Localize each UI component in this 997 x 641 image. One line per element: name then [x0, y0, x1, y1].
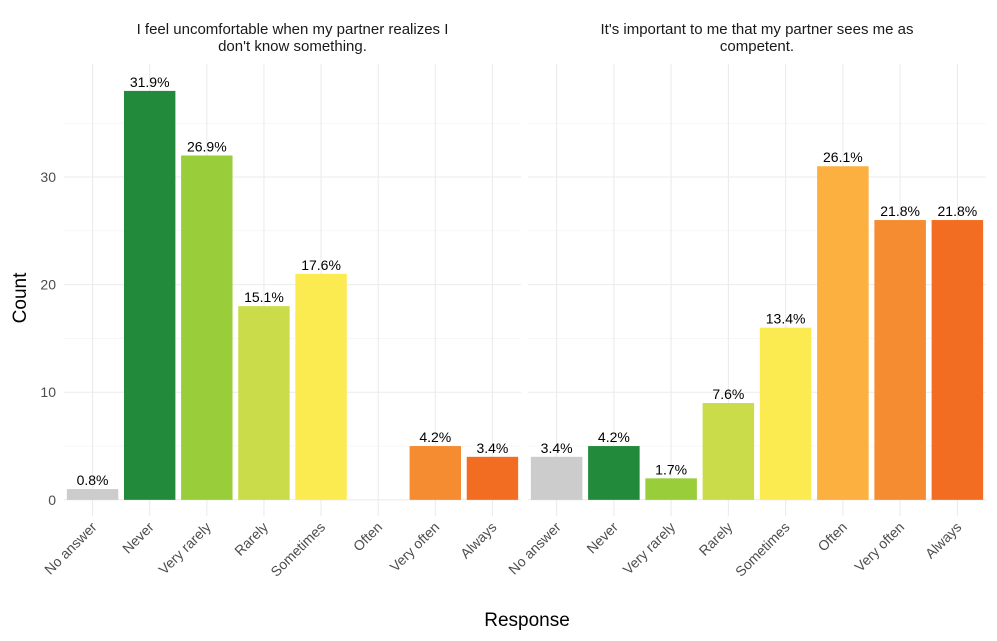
x-tick-label: Sometimes — [267, 519, 328, 580]
x-tick-label: No answer — [41, 519, 100, 578]
data-label: 13.4% — [766, 311, 806, 327]
data-label: 3.4% — [541, 440, 573, 456]
x-tick-label: Sometimes — [732, 519, 793, 580]
data-label: 7.6% — [712, 386, 744, 402]
bar-no-answer — [530, 456, 583, 500]
x-tick-label: Very rarely — [620, 519, 679, 578]
x-tick-label: Always — [922, 519, 965, 562]
x-tick-label: Very often — [387, 519, 443, 575]
bar-very-rarely — [645, 478, 697, 500]
bar-sometimes — [759, 327, 812, 500]
x-tick-label: Often — [350, 519, 386, 555]
x-axis-title: Response — [484, 610, 570, 631]
y-tick-label: 0 — [48, 492, 56, 508]
x-tick-label: Never — [583, 519, 621, 557]
data-label: 31.9% — [130, 74, 170, 90]
data-label: 1.7% — [655, 461, 687, 477]
bar-always — [931, 220, 984, 500]
bar-very-often — [874, 220, 926, 500]
panel-title: competent. — [720, 38, 794, 55]
x-tick-label: Always — [457, 519, 500, 562]
y-tick-label: 20 — [40, 277, 56, 293]
data-label: 15.1% — [244, 289, 284, 305]
bar-always — [466, 456, 519, 500]
panel-2: 3.4% 4.2% 1.7% 7.6% 13.4% 26.1% 21.8% 21.8% It's… — [505, 21, 986, 580]
bar-often — [817, 166, 869, 500]
bar-rarely — [238, 306, 290, 500]
data-label: 0.8% — [77, 472, 109, 488]
data-label: 4.2% — [598, 429, 630, 445]
data-label: 4.2% — [419, 429, 451, 445]
x-tick-label: Often — [814, 519, 850, 555]
bar-rarely — [702, 403, 755, 500]
panel-1: 0.8% 31.9% 26.9% 15.1% 17.6% 4.2% 3.4% I feel u… — [40, 21, 521, 580]
bar-never — [123, 90, 176, 500]
y-axis-title: Count — [10, 272, 31, 323]
bar-no-answer — [66, 489, 119, 500]
bar-very-rarely — [181, 155, 233, 500]
panel-title: It's important to me that my partner see… — [601, 21, 914, 38]
x-tick-label: Very often — [851, 519, 907, 575]
data-label: 17.6% — [301, 257, 341, 273]
panel-title: I feel uncomfortable when my partner rea… — [137, 21, 449, 38]
x-tick-label: Rarely — [231, 519, 271, 559]
data-label: 26.1% — [823, 149, 863, 165]
bar-sometimes — [295, 273, 347, 500]
bar-very-often — [409, 446, 462, 500]
y-tick-label: 10 — [40, 384, 56, 400]
x-tick-label: Rarely — [696, 519, 736, 559]
panel-title: don't know something. — [218, 38, 367, 55]
data-label: 21.8% — [880, 203, 920, 219]
bar-never — [588, 446, 640, 500]
data-label: 3.4% — [476, 440, 508, 456]
x-tick-label: Never — [119, 519, 157, 557]
panels-layer: 0.8% 31.9% 26.9% 15.1% 17.6% 4.2% 3.4% I feel u… — [40, 21, 986, 580]
y-tick-label: 30 — [40, 169, 56, 185]
data-label: 21.8% — [938, 203, 978, 219]
x-tick-label: Very rarely — [155, 519, 214, 578]
data-label: 26.9% — [187, 138, 227, 154]
x-tick-label: No answer — [505, 519, 564, 578]
